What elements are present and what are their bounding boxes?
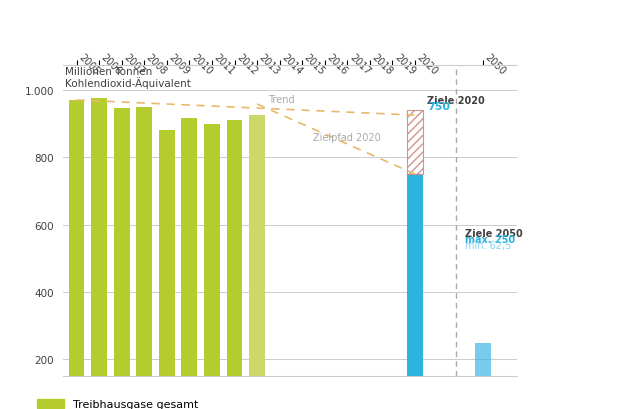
Bar (249, 116, 265, 409)
Text: Ziele 2020: Ziele 2020 (428, 96, 485, 106)
Bar (114, 109, 130, 409)
Text: Trend: Trend (268, 95, 295, 105)
Bar (475, 406, 491, 409)
Bar (227, 121, 243, 409)
Text: Millionen Tonnen: Millionen Tonnen (66, 67, 152, 77)
Text: Kohlendioxid-Äquivalent: Kohlendioxid-Äquivalent (66, 77, 191, 89)
Bar (407, 111, 423, 175)
Bar (407, 175, 423, 409)
Bar (159, 131, 175, 409)
Text: min. 62,5: min. 62,5 (465, 240, 511, 250)
Bar (91, 99, 107, 409)
Legend: Treibhausgase gesamt: Treibhausgase gesamt (32, 394, 203, 409)
Text: Ziele 2050: Ziele 2050 (465, 228, 522, 238)
Text: 750: 750 (428, 101, 450, 111)
Text: max. 250: max. 250 (465, 234, 515, 245)
Bar (475, 343, 491, 409)
Bar (69, 101, 84, 409)
Bar (204, 124, 220, 409)
Text: Zielpfad 2020: Zielpfad 2020 (314, 133, 381, 142)
Bar (181, 119, 197, 409)
Bar (136, 108, 152, 409)
